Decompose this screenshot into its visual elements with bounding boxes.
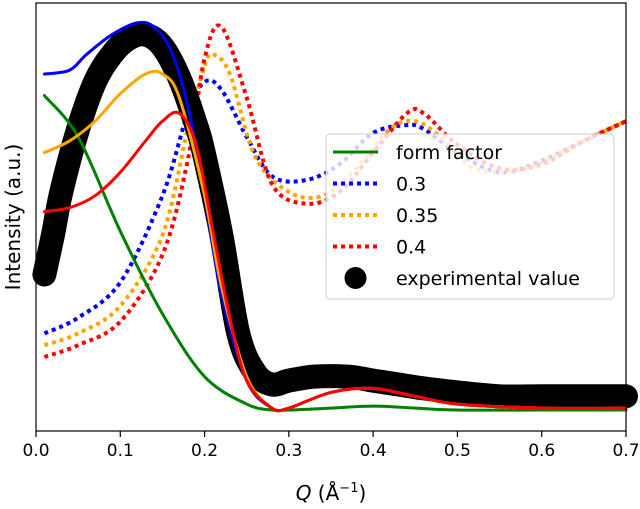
legend-label-0-4: 0.4 <box>396 237 426 259</box>
series-line-0-4-solid <box>42 110 628 413</box>
x-tick-label: 0.4 <box>360 441 387 461</box>
x-tick-label: 0.5 <box>444 441 471 461</box>
y-axis-label: Intensity (a.u.) <box>1 144 25 291</box>
legend: form factor 0.3 0.35 0.4 experimental value <box>325 133 615 300</box>
x-tick-label: 0.2 <box>191 441 218 461</box>
legend-label-form-factor: form factor <box>396 142 502 164</box>
x-axis-ticks: 0.0 0.1 0.2 0.3 0.4 0.5 0.6 0.7 <box>22 431 640 461</box>
plot-frame <box>35 2 627 432</box>
legend-label-0-35: 0.35 <box>396 205 438 227</box>
series-line-0-4 <box>43 23 627 359</box>
legend-label-experimental-value: experimental value <box>396 268 580 290</box>
x-tick-label: 0.7 <box>612 441 639 461</box>
series-line-experimental-value <box>32 22 638 409</box>
legend-box <box>325 133 615 300</box>
x-tick-label: 0.6 <box>528 441 555 461</box>
legend-label-0-3: 0.3 <box>396 174 426 196</box>
x-tick-label: 0.0 <box>22 441 49 461</box>
x-axis-label-close: ) <box>358 481 366 505</box>
legend-marker-experimental-value <box>344 267 367 289</box>
x-tick-label: 0.1 <box>107 441 134 461</box>
x-axis-label: Q (Å−1) <box>296 481 367 505</box>
x-axis-label-exponent: −1 <box>339 481 358 496</box>
series-line-0-3 <box>43 78 627 336</box>
x-tick-label: 0.3 <box>275 441 302 461</box>
x-axis-label-symbol: Q <box>296 481 312 505</box>
x-axis-label-unit: (Å <box>311 481 339 505</box>
